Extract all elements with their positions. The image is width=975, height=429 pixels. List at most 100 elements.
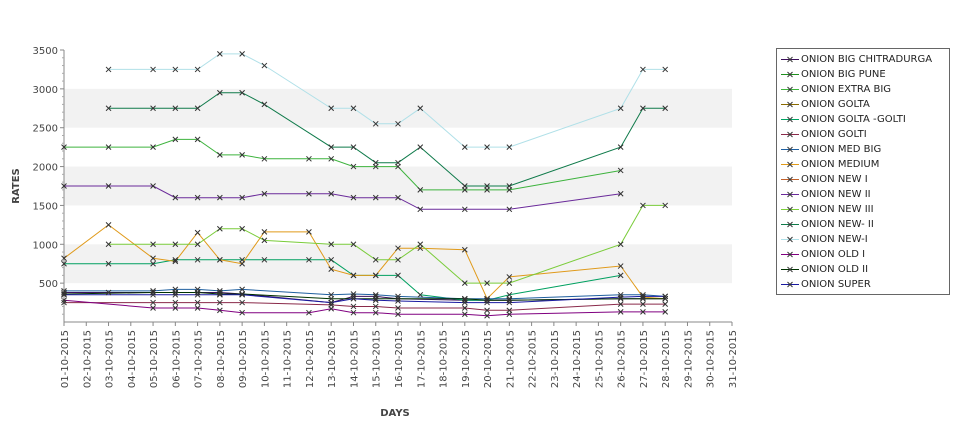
series-line: [64, 288, 666, 300]
data-point: [172, 194, 179, 201]
data-point: [617, 294, 624, 300]
data-point: [350, 194, 357, 201]
legend-item: ONION BIG PUNE: [777, 67, 949, 82]
legend-item: ONION NEW-I: [777, 232, 949, 247]
y-tick-label: 500: [39, 279, 58, 290]
data-point: [172, 105, 179, 112]
data-point: [150, 66, 156, 73]
data-point: [328, 155, 335, 162]
legend-item: ONION NEW III: [777, 202, 949, 217]
legend-marker-icon: [779, 247, 801, 262]
data-point: [484, 183, 490, 189]
data-point: [372, 295, 379, 302]
series-line: [108, 53, 666, 148]
data-point: [239, 286, 245, 293]
data-point: [506, 297, 513, 304]
y-tick-label: 2000: [33, 163, 58, 174]
data-point: [640, 295, 646, 302]
data-point: [617, 295, 624, 302]
x-tick-label: 28-10-2015: [661, 330, 672, 388]
data-point: [150, 299, 156, 306]
legend-marker-icon: [779, 262, 801, 277]
data-point: [417, 241, 424, 248]
x-tick-label: 06-10-2015: [171, 330, 182, 388]
data-point: [217, 289, 223, 296]
data-point: [417, 187, 424, 193]
data-point: [239, 51, 245, 57]
data-point: [484, 280, 490, 286]
data-point: [217, 291, 223, 298]
x-tick-label: 01-10-2015: [60, 330, 71, 388]
data-point: [662, 105, 669, 112]
x-tick-label: 07-10-2015: [194, 330, 205, 388]
legend-marker-icon: [779, 157, 801, 172]
data-point: [217, 152, 223, 158]
data-point: [395, 245, 401, 252]
legend-item: ONION NEW I: [777, 172, 949, 187]
data-point: [261, 101, 268, 108]
data-point: [61, 291, 67, 298]
legend-item: ONION BIG CHITRADURGA: [777, 52, 949, 67]
data-point: [261, 190, 268, 197]
data-point: [172, 241, 179, 248]
series-points: [61, 51, 669, 319]
legend-label: ONION EXTRA BIG: [801, 84, 892, 95]
data-point: [350, 144, 357, 150]
x-tick-label: 12-10-2015: [305, 330, 316, 388]
data-point: [506, 183, 513, 189]
data-point: [506, 311, 513, 318]
legend-marker-icon: [779, 52, 801, 67]
x-tick-label: 24-10-2015: [572, 330, 583, 388]
data-point: [150, 289, 156, 296]
data-point: [150, 291, 156, 298]
data-point: [395, 295, 401, 302]
legend-label: ONION MEDIUM: [801, 159, 880, 170]
data-point: [328, 190, 335, 197]
data-point: [461, 311, 468, 318]
data-point: [484, 299, 490, 306]
data-point: [328, 299, 335, 306]
data-point: [239, 291, 245, 298]
data-point: [239, 89, 245, 96]
data-point: [217, 299, 223, 306]
x-tick-label: 26-10-2015: [617, 330, 628, 388]
x-tick-label: 29-10-2015: [683, 330, 694, 388]
data-point: [306, 309, 312, 316]
data-point: [194, 299, 201, 306]
data-point: [395, 194, 401, 201]
x-tick-label: 31-10-2015: [728, 330, 739, 388]
legend-label: ONION MED BIG: [801, 144, 882, 155]
data-point: [395, 159, 401, 166]
data-point: [217, 225, 223, 232]
legend-marker-icon: [779, 82, 801, 97]
data-point: [461, 183, 468, 189]
data-point: [239, 309, 245, 316]
x-tick-label: 14-10-2015: [349, 330, 360, 388]
data-point: [328, 105, 335, 112]
data-point: [617, 144, 624, 150]
data-point: [617, 105, 624, 112]
data-point: [350, 309, 357, 316]
legend-item: ONION NEW- II: [777, 217, 949, 232]
data-point: [150, 144, 156, 150]
data-point: [328, 144, 335, 150]
data-point: [239, 152, 245, 158]
data-point: [61, 260, 67, 267]
data-point: [640, 294, 646, 300]
legend-marker-icon: [779, 202, 801, 217]
data-point: [150, 105, 156, 112]
data-point: [217, 256, 223, 263]
legend-marker-icon: [779, 97, 801, 112]
data-point: [194, 241, 201, 248]
data-point: [372, 303, 379, 310]
data-point: [617, 263, 624, 269]
data-point: [61, 144, 67, 150]
legend-item: ONION GOLTA -GOLTI: [777, 112, 949, 127]
data-point: [328, 266, 335, 273]
legend-item: ONION MED BIG: [777, 142, 949, 157]
data-point: [461, 305, 468, 311]
data-point: [506, 274, 513, 280]
data-point: [640, 301, 646, 307]
x-tick-label: 04-10-2015: [127, 330, 138, 388]
data-point: [372, 272, 379, 279]
